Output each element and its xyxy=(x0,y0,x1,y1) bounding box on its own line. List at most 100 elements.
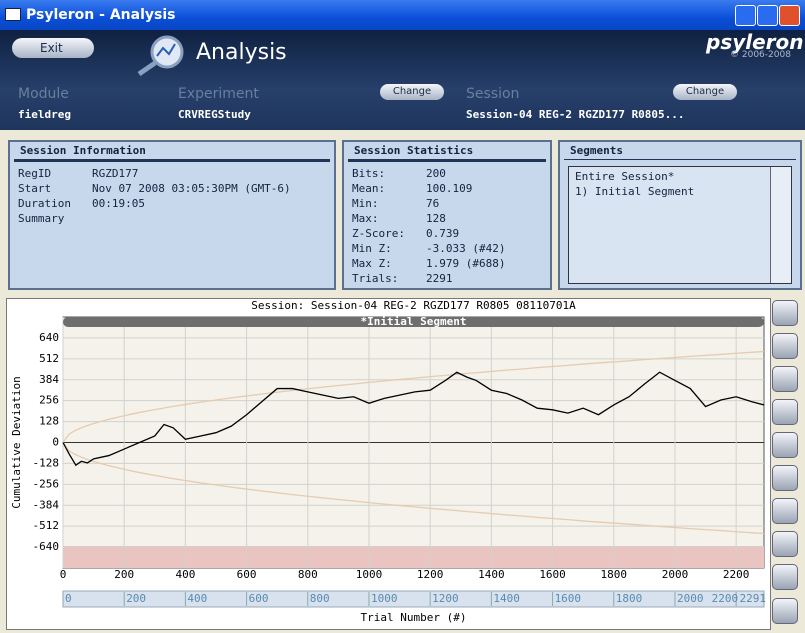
change-experiment-button[interactable]: Change xyxy=(380,84,444,100)
tool-button[interactable] xyxy=(772,399,798,425)
row-label: Bits: xyxy=(352,167,386,180)
row-label: Min Z: xyxy=(352,242,392,255)
session-value: Session-04 REG-2 RGZD177 R0805... xyxy=(466,108,685,121)
segment-label: *Initial Segment xyxy=(361,315,467,328)
y-tick-label: -640 xyxy=(33,540,60,553)
y-axis-label: Cumulative Deviation xyxy=(10,376,23,508)
row-value: 0.739 xyxy=(426,227,460,240)
tool-button[interactable] xyxy=(772,333,798,359)
y-tick-label: 512 xyxy=(39,352,59,365)
row-value: 128 xyxy=(426,212,446,225)
tool-button[interactable] xyxy=(772,498,798,524)
row-label: Start xyxy=(18,182,52,195)
change-session-button[interactable]: Change xyxy=(673,84,737,100)
chart-area: Session: Session-04 REG-2 RGZD177 R0805 … xyxy=(6,298,771,630)
scroll-tick-label: 1800 xyxy=(616,592,643,605)
y-tick-label: 256 xyxy=(39,394,59,407)
x-tick-label: 200 xyxy=(114,568,134,581)
x-tick-label: 1200 xyxy=(417,568,444,581)
row: RegID RGZD177 xyxy=(18,166,326,181)
scroll-tick-label: 1000 xyxy=(371,592,398,605)
exit-label: Exit xyxy=(40,41,63,55)
exit-button[interactable]: Exit xyxy=(12,38,94,58)
scroll-track xyxy=(62,590,765,608)
tool-button[interactable] xyxy=(772,564,798,590)
row: Z-Score: 0.739 xyxy=(352,226,542,241)
y-tick-label: -384 xyxy=(33,498,60,511)
scroll-tick-label: 2200 xyxy=(712,592,739,605)
brand: psyleron xyxy=(706,30,804,54)
y-tick-label: -256 xyxy=(33,477,60,490)
row-value: 00:19:05 xyxy=(92,197,145,210)
row-value: 100.109 xyxy=(426,182,473,195)
row-label: Duration xyxy=(18,197,71,210)
x-tick-label: 800 xyxy=(298,568,318,581)
copyright: © 2006-2008 xyxy=(730,50,791,60)
row: Summary xyxy=(18,211,326,226)
x-tick-label: 0 xyxy=(60,568,67,581)
scrollbar[interactable] xyxy=(770,167,791,283)
row: Max Z: 1.979 (#688) xyxy=(352,256,542,271)
toolbar xyxy=(772,300,802,624)
title-bar: Psyleron - Analysis xyxy=(0,0,805,30)
row-label: Max: xyxy=(352,212,379,225)
y-tick-label: 0 xyxy=(52,436,59,449)
row: Duration 00:19:05 xyxy=(18,196,326,211)
app-icon xyxy=(5,8,21,21)
data-line xyxy=(62,371,765,467)
tool-button[interactable] xyxy=(772,598,798,624)
tool-button[interactable] xyxy=(772,366,798,392)
session-statistics-panel: Session Statistics Bits: 200 Mean: 100.109 M… xyxy=(342,140,552,290)
data-line xyxy=(62,442,765,535)
row-value: 200 xyxy=(426,167,446,180)
page-title: Analysis xyxy=(196,40,287,65)
module-value: fieldreg xyxy=(18,108,71,121)
tool-button[interactable] xyxy=(772,300,798,326)
x-tick-label: 2200 xyxy=(723,568,750,581)
row: Min Z: -3.033 (#42) xyxy=(352,241,542,256)
header: Exit Analysis psyleron © 2006-2008 Modul… xyxy=(0,30,805,130)
row-label: Mean: xyxy=(352,182,386,195)
row: Start Nov 07 2008 03:05:30PM (GMT-6) xyxy=(18,181,326,196)
x-tick-label: 400 xyxy=(175,568,195,581)
x-tick-label: 1800 xyxy=(601,568,628,581)
row-label: Max Z: xyxy=(352,257,392,270)
segment-item: 1) Initial Segment xyxy=(575,185,695,198)
panel-title: Segments xyxy=(564,142,796,160)
maximize-button[interactable] xyxy=(757,5,778,26)
tool-button[interactable] xyxy=(772,432,798,458)
row-label: Z-Score: xyxy=(352,227,405,240)
y-tick-label: 128 xyxy=(39,415,59,428)
analysis-icon xyxy=(137,35,184,77)
close-button[interactable] xyxy=(779,5,800,26)
segment-list: Entire Session* 1) Initial Segment xyxy=(568,166,792,284)
module-label: Module xyxy=(18,86,69,102)
row: Trials: 2291 xyxy=(352,271,542,286)
row-value: -3.033 (#42) xyxy=(426,242,506,255)
minimize-button[interactable] xyxy=(735,5,756,26)
scroll-tick-label: 400 xyxy=(187,592,207,605)
row: Min: 76 xyxy=(352,196,542,211)
row-value: RGZD177 xyxy=(92,167,139,180)
scroll-tick-label: 0 xyxy=(65,592,72,605)
row: Mean: 100.109 xyxy=(352,181,542,196)
row: Max: 128 xyxy=(352,211,542,226)
y-tick-label: -512 xyxy=(33,519,60,532)
scroll-tick-label: 1600 xyxy=(555,592,582,605)
row-label: Summary xyxy=(18,212,65,225)
tool-button[interactable] xyxy=(772,531,798,557)
scroll-tick-label: 1200 xyxy=(432,592,459,605)
session-information-panel: Session Information RegID RGZD177 Start Nov… xyxy=(8,140,336,290)
row-value: Nov 07 2008 03:05:30PM (GMT-6) xyxy=(92,182,291,195)
row-label: Min: xyxy=(352,197,379,210)
tool-button[interactable] xyxy=(772,465,798,491)
session-label: Session xyxy=(466,86,520,102)
row-value: 76 xyxy=(426,197,440,210)
x-tick-label: 2000 xyxy=(662,568,689,581)
y-tick-label: 640 xyxy=(39,331,59,344)
row-label: RegID xyxy=(18,167,52,180)
scroll-tick-label: 1400 xyxy=(493,592,520,605)
experiment-value: CRVREGStudy xyxy=(178,108,251,121)
lower-band xyxy=(63,546,764,568)
